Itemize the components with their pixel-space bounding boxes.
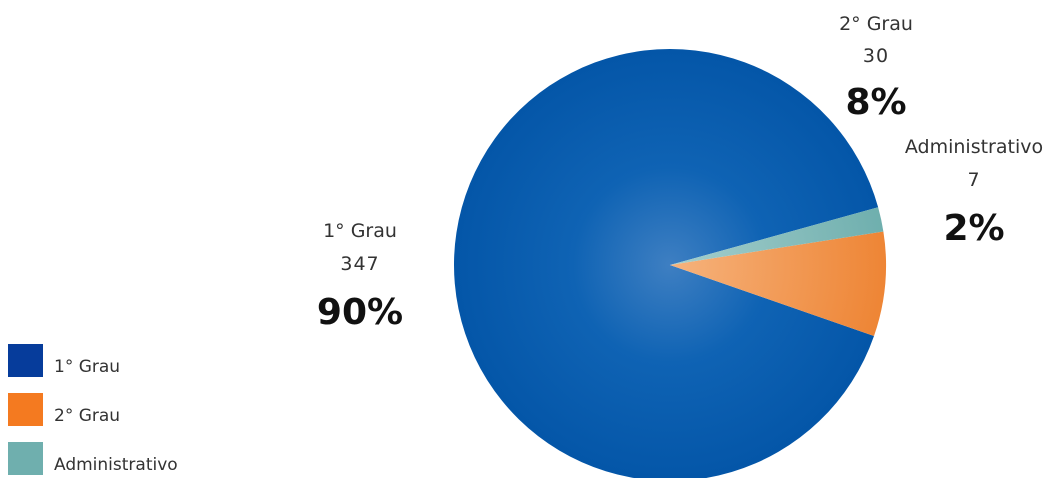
pie-slice-administrativo (670, 207, 884, 265)
slice-percent-1-grau: 90% (317, 292, 403, 333)
legend-label-2-grau: 2° Grau (54, 405, 121, 426)
slice-label-group-1-grau: 1° Grau 347 90% (317, 220, 403, 333)
legend-swatch-1-grau (8, 344, 43, 377)
legend-item-1-grau: 1° Grau (8, 344, 268, 377)
legend-item-2-grau: 2° Grau (8, 393, 268, 426)
slice-label-group-administrativo: Administrativo 7 2% (905, 136, 1043, 249)
slice-percent-2-grau: 8% (845, 82, 906, 123)
slice-value-1-grau: 347 (340, 253, 379, 275)
slice-label-1-grau: 1° Grau (323, 220, 397, 242)
legend-label-1-grau: 1° Grau (54, 356, 121, 377)
legend-label-administrativo: Administrativo (54, 454, 178, 475)
slice-label-group-2-grau: 2° Grau 30 8% (839, 13, 913, 123)
legend-swatch-2-grau (8, 393, 43, 426)
chart-legend: 1° Grau 2° Grau Administrativo (8, 344, 268, 475)
legend-item-administrativo: Administrativo (8, 442, 268, 475)
slice-percent-administrativo: 2% (943, 208, 1004, 249)
legend-swatch-administrativo (8, 442, 43, 475)
pie-slices (453, 49, 887, 478)
pie-slice-1-grau (453, 49, 879, 478)
slice-value-administrativo: 7 (967, 169, 980, 191)
pie-slice-2-grau (670, 231, 887, 336)
slice-value-2-grau: 30 (863, 45, 889, 67)
slice-label-2-grau: 2° Grau (839, 13, 913, 35)
slice-label-administrativo: Administrativo (905, 136, 1043, 158)
